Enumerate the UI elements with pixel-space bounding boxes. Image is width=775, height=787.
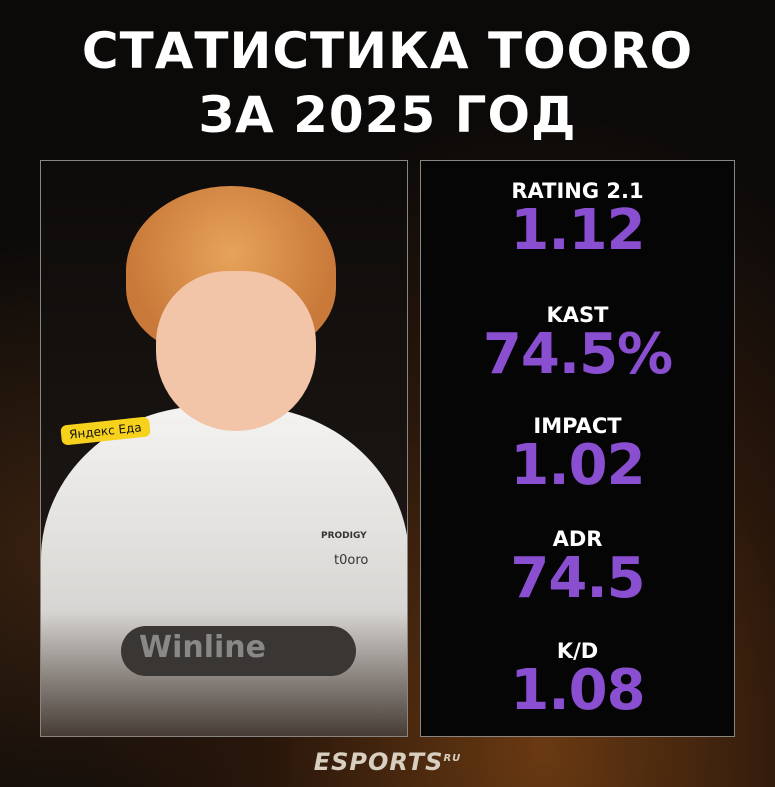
stat-label: K/D (556, 639, 599, 663)
stat-kast: KAST 74.5% (421, 303, 734, 383)
stat-value: 1.08 (510, 658, 645, 723)
player-photo: Яндекс Еда PRODIGY t0oro Winline (40, 160, 408, 737)
stat-value: 74.5% (482, 322, 673, 387)
logo-text: ESPORTS (313, 748, 444, 776)
stat-value: 1.02 (510, 433, 645, 498)
stat-adr: ADR 74.5 (421, 527, 734, 607)
esports-logo: ESPORTSRU (0, 748, 775, 776)
title-line-1: СТАТИСТИКА TOORO (81, 22, 694, 80)
stat-label: IMPACT (533, 414, 622, 438)
jersey-name: t0oro (334, 553, 369, 568)
stat-kd: K/D 1.08 (421, 639, 734, 719)
stats-panel: RATING 2.1 1.12 KAST 74.5% IMPACT 1.02 A… (420, 160, 735, 737)
stat-label: KAST (546, 303, 609, 327)
jersey-sponsor: Winline (121, 626, 356, 676)
stat-rating: RATING 2.1 1.12 (421, 179, 734, 259)
jersey (41, 406, 407, 736)
title-line-2: ЗА 2025 ГОД (198, 86, 577, 144)
team-logo: PRODIGY (321, 531, 367, 541)
stat-label: RATING 2.1 (511, 179, 644, 203)
stat-impact: IMPACT 1.02 (421, 414, 734, 494)
stat-label: ADR (552, 527, 603, 551)
stat-value: 1.12 (510, 198, 645, 263)
face (156, 271, 316, 431)
stat-value: 74.5 (510, 546, 645, 611)
logo-suffix: RU (443, 753, 462, 764)
